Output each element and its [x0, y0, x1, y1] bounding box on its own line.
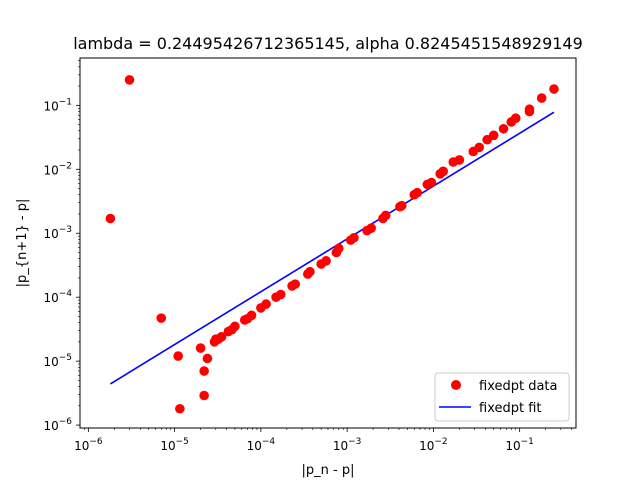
x-tick-labels: 10−6 10−5 10−4 10−3 10−2 10−1 — [74, 437, 534, 453]
x-tick-label: 10−1 — [505, 437, 534, 453]
x-axis-label: |p_n - p| — [302, 463, 355, 478]
y-axis-label: |p_{n+1} - p| — [15, 199, 30, 288]
data-point — [156, 313, 167, 323]
data-point — [303, 269, 313, 279]
data-point — [422, 179, 433, 190]
legend-label-data: fixedpt data — [479, 379, 558, 394]
x-tick-label: 10−4 — [247, 437, 276, 453]
major-ticks — [76, 104, 521, 432]
data-point — [316, 259, 326, 269]
data-point — [175, 403, 185, 414]
y-tick-label: 10−2 — [43, 161, 72, 177]
data-point — [271, 292, 281, 302]
y-tick-label: 10−4 — [43, 289, 72, 305]
legend-box — [434, 372, 570, 422]
y-tick-label: 10−5 — [43, 353, 72, 369]
data-point — [498, 123, 509, 134]
y-tick-label: 10−6 — [43, 417, 72, 433]
data-point — [223, 326, 234, 337]
data-point — [468, 146, 479, 157]
data-point — [435, 169, 446, 179]
legend-label-fit: fixedpt fit — [479, 401, 542, 416]
data-point — [331, 247, 342, 258]
data-point — [202, 353, 213, 364]
data-series — [105, 75, 559, 414]
x-tick-label: 10−2 — [419, 437, 448, 453]
fit-line — [109, 111, 555, 385]
data-point — [199, 366, 209, 376]
data-point — [395, 201, 405, 212]
data-point — [345, 235, 356, 245]
y-tick-label: 10−3 — [43, 225, 72, 241]
data-point — [549, 84, 559, 94]
data-point — [482, 134, 492, 145]
plot-area — [76, 57, 577, 432]
data-point — [536, 93, 547, 103]
data-point — [506, 117, 517, 127]
x-tick-label: 10−5 — [160, 437, 189, 453]
plot-frame — [79, 57, 577, 429]
data-point — [448, 157, 459, 167]
data-point — [287, 281, 297, 291]
y-tick-labels: 10−6 10−5 10−4 10−3 10−2 10−1 — [43, 97, 72, 433]
data-point — [195, 343, 206, 353]
y-tick-label: 10−1 — [43, 97, 72, 113]
data-point — [362, 225, 372, 236]
data-point — [256, 303, 266, 313]
data-point — [378, 213, 388, 224]
chart-title: lambda = 0.24495426712365145, alpha 0.82… — [73, 34, 583, 53]
data-point — [409, 189, 420, 200]
data-point — [124, 75, 135, 85]
data-point — [173, 351, 183, 361]
fit-series — [109, 111, 555, 385]
x-tick-label: 10−6 — [74, 437, 103, 453]
x-tick-label: 10−3 — [333, 437, 362, 453]
data-point — [239, 315, 250, 325]
plot-background — [80, 58, 576, 428]
data-point — [524, 106, 535, 117]
data-point — [199, 390, 209, 401]
legend-marker-data — [451, 380, 461, 390]
data-point — [209, 337, 220, 347]
legend: fixedpt data fixedpt fit — [434, 372, 570, 422]
data-point — [105, 213, 116, 224]
